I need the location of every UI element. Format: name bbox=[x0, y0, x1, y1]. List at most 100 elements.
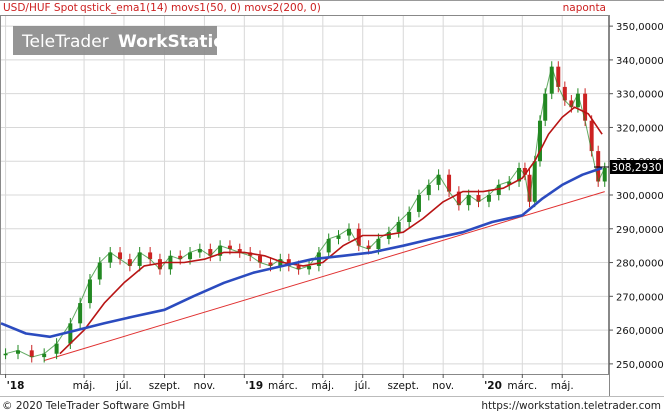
watermark-text-light: TeleTrader bbox=[21, 32, 109, 52]
x-tick-label: márc. bbox=[507, 380, 537, 392]
x-tick-label: márc. bbox=[268, 380, 298, 392]
last-price-box bbox=[610, 159, 663, 174]
price-candle bbox=[456, 191, 461, 206]
y-tick-label: 250,0000 bbox=[616, 360, 664, 371]
price-candle bbox=[97, 262, 102, 280]
price-candle bbox=[407, 211, 412, 223]
price-candle bbox=[148, 252, 153, 260]
x-tick-label: júl. bbox=[354, 380, 371, 392]
price-candle bbox=[188, 252, 193, 260]
price-candle bbox=[496, 184, 501, 195]
price-candle bbox=[486, 195, 491, 202]
price-candle bbox=[386, 232, 391, 239]
price-candle bbox=[532, 161, 537, 202]
last-price-marker: 308,2930 bbox=[610, 159, 663, 174]
x-tick-label: '18 bbox=[7, 380, 25, 392]
price-candle bbox=[42, 353, 47, 358]
price-candle bbox=[396, 222, 401, 233]
price-candle bbox=[426, 184, 431, 195]
y-tick-label: 290,0000 bbox=[616, 225, 664, 236]
indicator-list: qstick_ema1(14) movs1(50, 0) movs2(200, … bbox=[80, 2, 321, 14]
price-candle bbox=[278, 259, 283, 266]
x-tick-label: máj. bbox=[73, 380, 96, 392]
price-candle bbox=[416, 195, 421, 212]
y-tick-label: 300,0000 bbox=[616, 191, 664, 202]
price-candle bbox=[137, 252, 142, 266]
price-candle bbox=[562, 86, 567, 101]
price-candle bbox=[376, 238, 381, 250]
price-candle bbox=[336, 235, 341, 239]
price-candle bbox=[227, 245, 232, 250]
watermark-box bbox=[13, 26, 217, 55]
price-candle bbox=[208, 249, 213, 256]
price-candle bbox=[258, 255, 263, 263]
price-candle bbox=[543, 93, 548, 121]
price-candle bbox=[3, 353, 8, 356]
x-tick-label: nov. bbox=[194, 380, 216, 392]
x-tick-label: '20 bbox=[484, 380, 502, 392]
price-candle bbox=[237, 249, 242, 253]
ma50-line bbox=[59, 106, 603, 355]
price-candle bbox=[296, 265, 301, 270]
x-tick-label: júl. bbox=[115, 380, 132, 392]
price-candle bbox=[549, 66, 554, 94]
price-candle bbox=[118, 252, 123, 260]
price-candle bbox=[517, 167, 522, 182]
price-candle bbox=[527, 174, 532, 202]
trendline bbox=[44, 191, 605, 361]
y-axis: 250,0000 260,0000 270,0000 280,0000 290,0000… bbox=[609, 22, 664, 371]
price-candle bbox=[218, 245, 223, 256]
x-tick-label: máj. bbox=[311, 380, 334, 392]
x-tick-label: szept. bbox=[149, 380, 181, 392]
ma200-line bbox=[0, 166, 603, 339]
x-tick-label: nov. bbox=[432, 380, 454, 392]
price-candle bbox=[436, 174, 441, 185]
price-candle bbox=[507, 181, 512, 185]
price-candle bbox=[346, 228, 351, 236]
copyright-text: © 2020 TeleTrader Software GmbH bbox=[2, 400, 185, 412]
price-candle bbox=[54, 343, 59, 354]
y-tick-label: 260,0000 bbox=[616, 326, 664, 337]
period-label: naponta bbox=[563, 2, 606, 14]
x-tick-label: '19 bbox=[245, 380, 263, 392]
y-tick-label: 340,0000 bbox=[616, 56, 664, 67]
price-candle bbox=[476, 195, 481, 202]
price-candle bbox=[157, 259, 162, 270]
price-line bbox=[5, 64, 606, 358]
price-candle bbox=[197, 249, 202, 253]
instrument-title: USD/HUF Spot bbox=[3, 2, 78, 14]
x-tick-label: máj. bbox=[551, 380, 574, 392]
price-candle bbox=[556, 66, 561, 87]
price-candle bbox=[29, 350, 34, 358]
price-candle bbox=[68, 323, 73, 344]
last-price-label: 308,2930 bbox=[611, 162, 661, 174]
price-candle bbox=[596, 151, 601, 182]
watermark-text-bold: WorkStation bbox=[118, 32, 237, 52]
x-tick-label: szept. bbox=[387, 380, 419, 392]
price-candle bbox=[16, 350, 21, 354]
watermark: TeleTrader WorkStation bbox=[13, 26, 237, 55]
price-candle bbox=[583, 93, 588, 121]
x-axis: '18 máj. júl. szept. nov. '19 márc. máj. júl. sze… bbox=[5, 374, 574, 392]
price-candle bbox=[522, 167, 527, 175]
price-candle bbox=[569, 100, 574, 108]
price-candle bbox=[602, 167, 607, 182]
y-tick-label: 330,0000 bbox=[616, 90, 664, 101]
price-candle bbox=[178, 255, 183, 260]
price-candle bbox=[268, 262, 273, 266]
price-candle bbox=[108, 252, 113, 263]
price-candle bbox=[366, 245, 371, 250]
series bbox=[0, 61, 609, 363]
price-candle bbox=[286, 259, 291, 266]
y-tick-label: 280,0000 bbox=[616, 259, 664, 270]
price-candle bbox=[87, 279, 92, 304]
y-tick-label: 320,0000 bbox=[616, 123, 664, 134]
price-candle bbox=[575, 93, 580, 108]
footer-url[interactable]: https://workstation.teletrader.com bbox=[481, 400, 661, 412]
price-candle bbox=[466, 195, 471, 206]
price-candle bbox=[78, 303, 83, 324]
y-tick-label: 350,0000 bbox=[616, 22, 664, 33]
price-candle bbox=[447, 174, 452, 192]
